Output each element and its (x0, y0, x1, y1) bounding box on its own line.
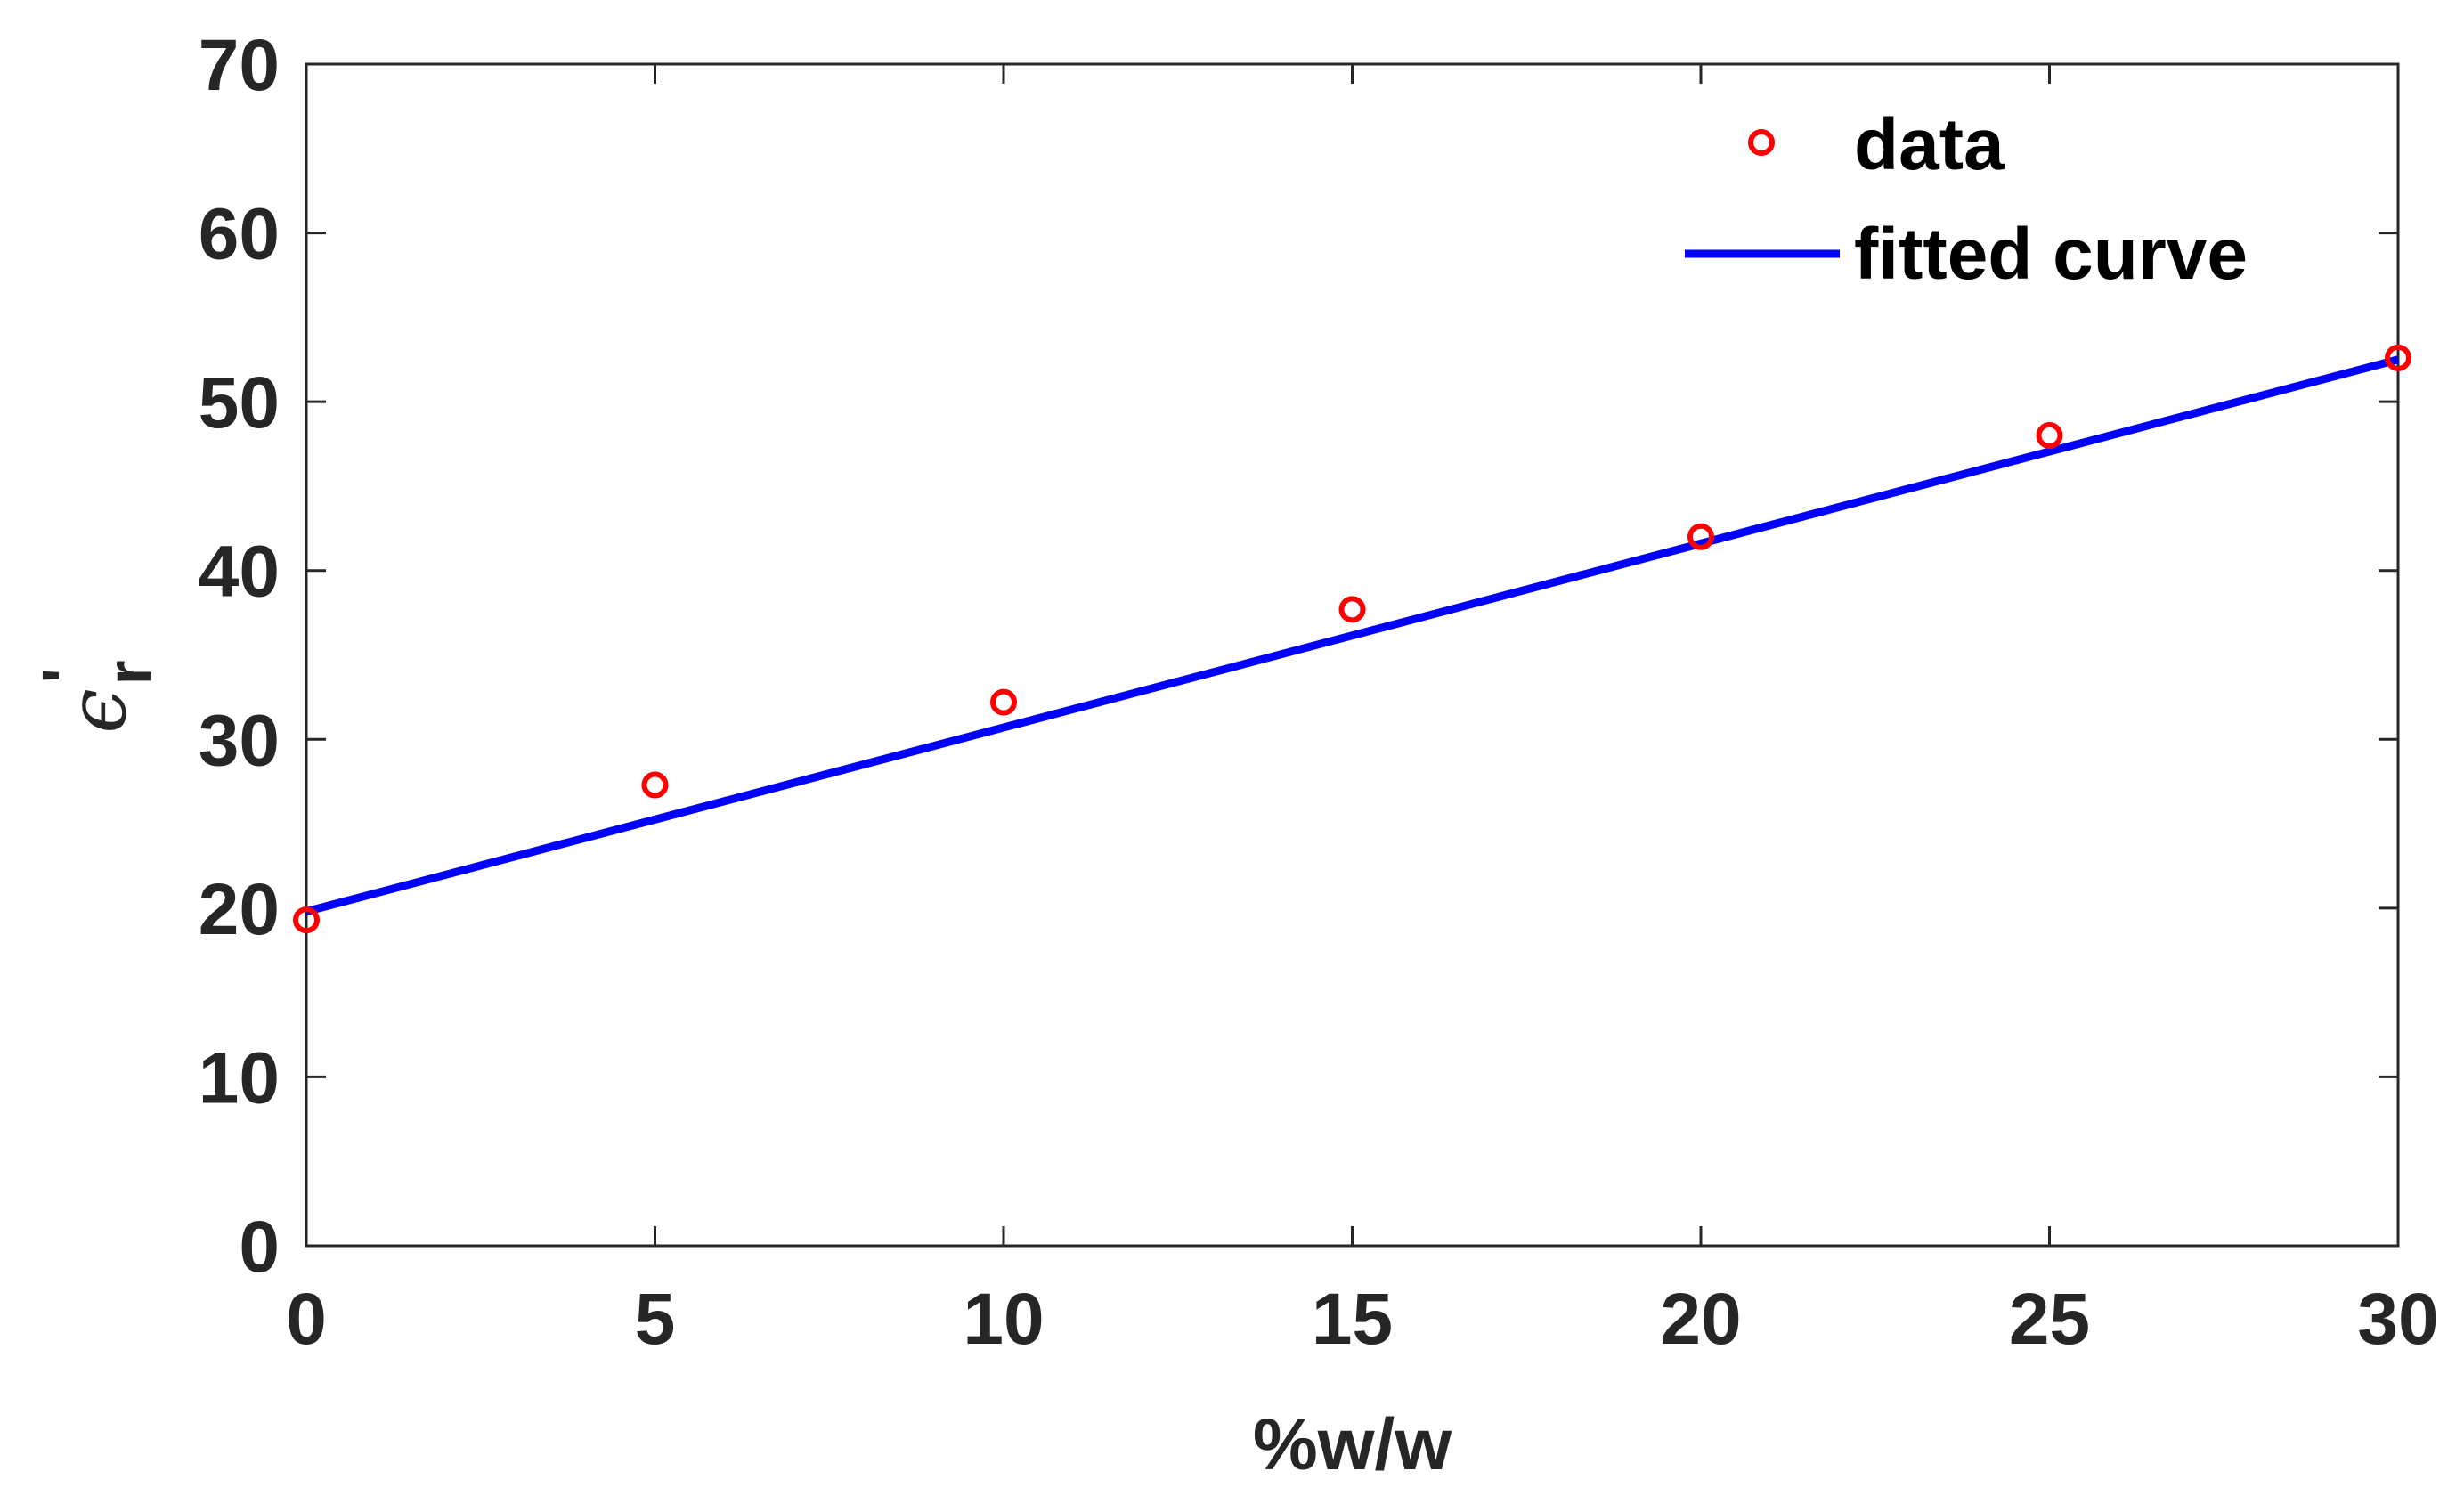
y-axis-label-subscript: r (94, 660, 166, 685)
data-point (990, 688, 1017, 716)
fitted-curve-line (305, 355, 2400, 915)
x-tick-label: 5 (635, 1279, 676, 1360)
x-tick-label: 30 (2357, 1279, 2438, 1360)
data-point (2385, 344, 2411, 371)
x-tick-label: 0 (286, 1279, 327, 1360)
x-axis-ticks: 0 5 10 15 20 25 30 (286, 64, 2439, 1360)
x-tick-label: 15 (1312, 1279, 1393, 1360)
x-tick-label: 25 (2009, 1279, 2090, 1360)
legend-data-marker (1748, 129, 1775, 156)
data-point (2036, 422, 2063, 450)
data-point (293, 906, 320, 934)
x-tick-label: 20 (1660, 1279, 1741, 1360)
data-point (1687, 523, 1714, 550)
legend-label-fitted-curve: fitted curve (1854, 214, 2248, 295)
data-series (293, 344, 2411, 934)
data-point (1338, 596, 1366, 623)
y-axis-label-text: ϵ r ' (30, 656, 166, 733)
fitted-curve-series (305, 355, 2400, 915)
data-point (641, 771, 669, 799)
y-tick-label: 30 (199, 700, 280, 781)
x-tick-label: 10 (963, 1279, 1044, 1360)
y-axis-label: ϵ r ' (30, 656, 166, 733)
y-tick-label: 50 (199, 362, 280, 443)
y-tick-label: 60 (199, 194, 280, 275)
y-tick-label: 40 (199, 532, 280, 613)
y-tick-label: 0 (239, 1207, 280, 1288)
legend-label-data: data (1854, 104, 2005, 185)
y-axis-ticks: 0 10 20 30 40 50 60 70 (199, 25, 2398, 1288)
legend: data fitted curve (1685, 104, 2248, 295)
y-tick-label: 70 (199, 25, 280, 106)
x-axis-label: %w/w (1253, 1404, 1452, 1485)
y-tick-label: 10 (199, 1037, 280, 1118)
y-axis-label-superscript: ' (30, 668, 102, 683)
y-axis-label-symbol: ϵ (51, 688, 144, 733)
y-tick-label: 20 (199, 869, 280, 950)
